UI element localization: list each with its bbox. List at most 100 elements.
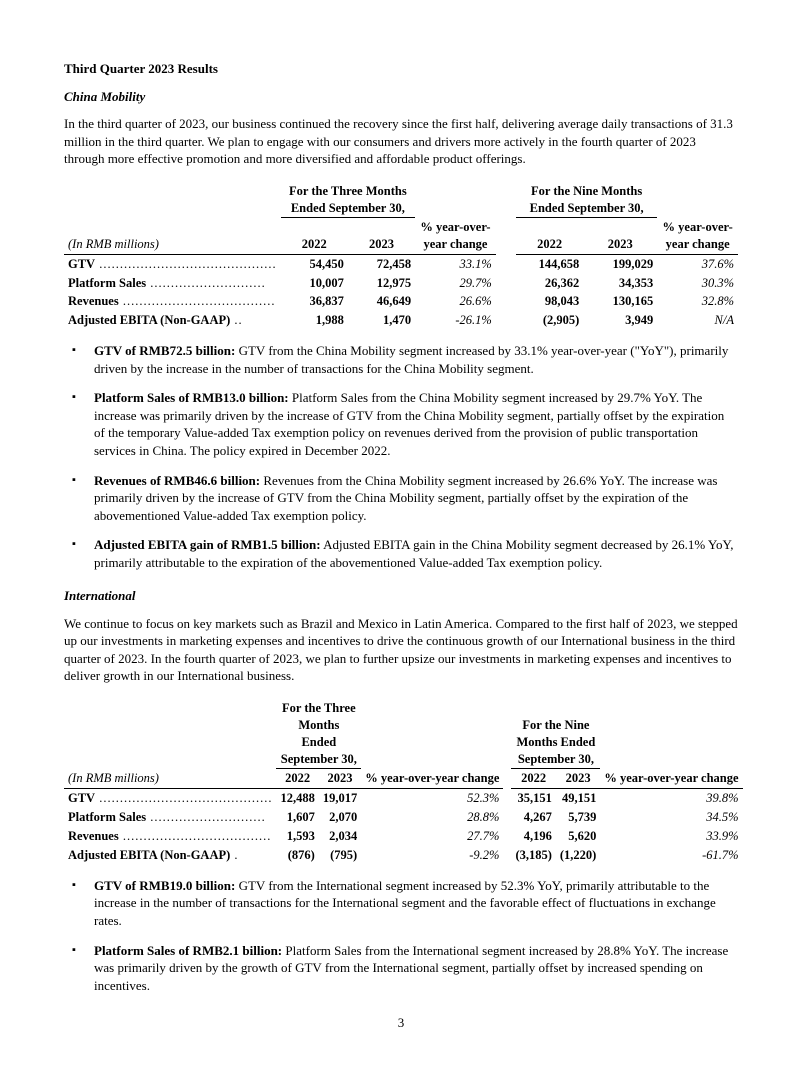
list-item: Adjusted EBITA gain of RMB1.5 billion: A… (64, 536, 738, 571)
segment-heading-china: China Mobility (64, 88, 738, 106)
cell: 5,739 (556, 808, 600, 827)
china-bullets: GTV of RMB72.5 billion: GTV from the Chi… (64, 342, 738, 571)
cell: 46,649 (348, 292, 415, 311)
col-2022-3mo: 2022 (281, 218, 348, 254)
cell: 10,007 (281, 274, 348, 293)
segment-intro-intl: We continue to focus on key markets such… (64, 615, 738, 685)
cell: 1,593 (276, 827, 318, 846)
cell: 1,988 (281, 311, 348, 330)
col-2022-3mo-intl: 2022 (276, 769, 318, 789)
cell: 5,620 (556, 827, 600, 846)
cell: 2,034 (319, 827, 361, 846)
stub-header-intl: (In RMB millions) (64, 769, 276, 789)
cell-pct: N/A (657, 311, 738, 330)
intl-bullets: GTV of RMB19.0 billion: GTV from the Int… (64, 877, 738, 994)
table-row: Adjusted EBITA (Non-GAAP) .(876)(795)-9.… (64, 846, 743, 865)
row-label: Adjusted EBITA (Non-GAAP) .. (64, 311, 281, 330)
cell: 35,151 (511, 789, 555, 808)
cell-pct: -61.7% (600, 846, 742, 865)
cell-pct: -26.1% (415, 311, 496, 330)
col-pct-9mo: % year-over-year change (657, 218, 738, 254)
cell: 144,658 (516, 254, 583, 273)
cell-pct: 52.3% (361, 789, 503, 808)
cell-pct: 27.7% (361, 827, 503, 846)
cell: 98,043 (516, 292, 583, 311)
china-mobility-table: For the Three Months Ended September 30,… (64, 182, 738, 331)
row-label: Platform Sales .........................… (64, 274, 281, 293)
cell: 19,017 (319, 789, 361, 808)
col-2023-3mo: 2023 (348, 218, 415, 254)
cell-pct: 28.8% (361, 808, 503, 827)
cell-pct: -9.2% (361, 846, 503, 865)
cell: 1,607 (276, 808, 318, 827)
cell-pct: 30.3% (657, 274, 738, 293)
bullet-lead: GTV of RMB19.0 billion: (94, 878, 235, 893)
col-2023-9mo-intl: 2023 (556, 769, 600, 789)
row-label: Revenues ...............................… (64, 827, 276, 846)
cell-pct: 26.6% (415, 292, 496, 311)
row-label: Revenues ...............................… (64, 292, 281, 311)
col-group-9mo: For the Nine Months Ended September 30, (516, 182, 657, 218)
table-row: Adjusted EBITA (Non-GAAP) ..1,9881,470-2… (64, 311, 738, 330)
cell-pct: 39.8% (600, 789, 742, 808)
col-pct-3mo: % year-over-year change (415, 218, 496, 254)
col-pct-3mo-intl: % year-over-year change (361, 769, 503, 789)
col-2022-9mo-intl: 2022 (511, 769, 555, 789)
row-label: GTV ....................................… (64, 789, 276, 808)
international-table: For the Three Months Ended September 30,… (64, 699, 743, 865)
cell: 1,470 (348, 311, 415, 330)
row-label: Platform Sales .........................… (64, 808, 276, 827)
bullet-lead: Adjusted EBITA gain of RMB1.5 billion: (94, 537, 321, 552)
list-item: Platform Sales of RMB2.1 billion: Platfo… (64, 942, 738, 995)
cell: 49,151 (556, 789, 600, 808)
cell-pct: 37.6% (657, 254, 738, 273)
col-2023-3mo-intl: 2023 (319, 769, 361, 789)
bullet-lead: GTV of RMB72.5 billion: (94, 343, 235, 358)
table-row: Platform Sales .........................… (64, 808, 743, 827)
cell: (3,185) (511, 846, 555, 865)
cell: (876) (276, 846, 318, 865)
cell: 130,165 (583, 292, 657, 311)
cell: (2,905) (516, 311, 583, 330)
col-group-9mo-intl: For the Nine Months Ended September 30, (511, 699, 600, 769)
cell-pct: 32.8% (657, 292, 738, 311)
cell: 12,975 (348, 274, 415, 293)
page-number: 3 (64, 1014, 738, 1032)
table-row: Revenues ...............................… (64, 292, 738, 311)
cell: 4,267 (511, 808, 555, 827)
col-pct-9mo-intl: % year-over-year change (600, 769, 742, 789)
cell: 199,029 (583, 254, 657, 273)
cell: (1,220) (556, 846, 600, 865)
cell-pct: 33.1% (415, 254, 496, 273)
page-title: Third Quarter 2023 Results (64, 60, 738, 78)
list-item: GTV of RMB19.0 billion: GTV from the Int… (64, 877, 738, 930)
table-row: Platform Sales .........................… (64, 274, 738, 293)
table-row: GTV ....................................… (64, 254, 738, 273)
col-group-3mo-intl: For the Three Months Ended September 30, (276, 699, 361, 769)
segment-intro-china: In the third quarter of 2023, our busine… (64, 115, 738, 168)
intl-rows: GTV ....................................… (64, 789, 743, 865)
list-item: Revenues of RMB46.6 billion: Revenues fr… (64, 472, 738, 525)
cell: 4,196 (511, 827, 555, 846)
col-group-3mo: For the Three Months Ended September 30, (281, 182, 416, 218)
bullet-lead: Platform Sales of RMB13.0 billion: (94, 390, 289, 405)
row-label: GTV ....................................… (64, 254, 281, 273)
cell: 3,949 (583, 311, 657, 330)
cell: 72,458 (348, 254, 415, 273)
cell-pct: 34.5% (600, 808, 742, 827)
col-2022-9mo: 2022 (516, 218, 583, 254)
bullet-lead: Revenues of RMB46.6 billion: (94, 473, 260, 488)
cell: 2,070 (319, 808, 361, 827)
cell: 36,837 (281, 292, 348, 311)
cell: 26,362 (516, 274, 583, 293)
cell: 34,353 (583, 274, 657, 293)
cell-pct: 33.9% (600, 827, 742, 846)
segment-heading-intl: International (64, 587, 738, 605)
cell-pct: 29.7% (415, 274, 496, 293)
cell: (795) (319, 846, 361, 865)
cell: 54,450 (281, 254, 348, 273)
row-label: Adjusted EBITA (Non-GAAP) . (64, 846, 276, 865)
table-row: Revenues ...............................… (64, 827, 743, 846)
list-item: Platform Sales of RMB13.0 billion: Platf… (64, 389, 738, 459)
list-item: GTV of RMB72.5 billion: GTV from the Chi… (64, 342, 738, 377)
